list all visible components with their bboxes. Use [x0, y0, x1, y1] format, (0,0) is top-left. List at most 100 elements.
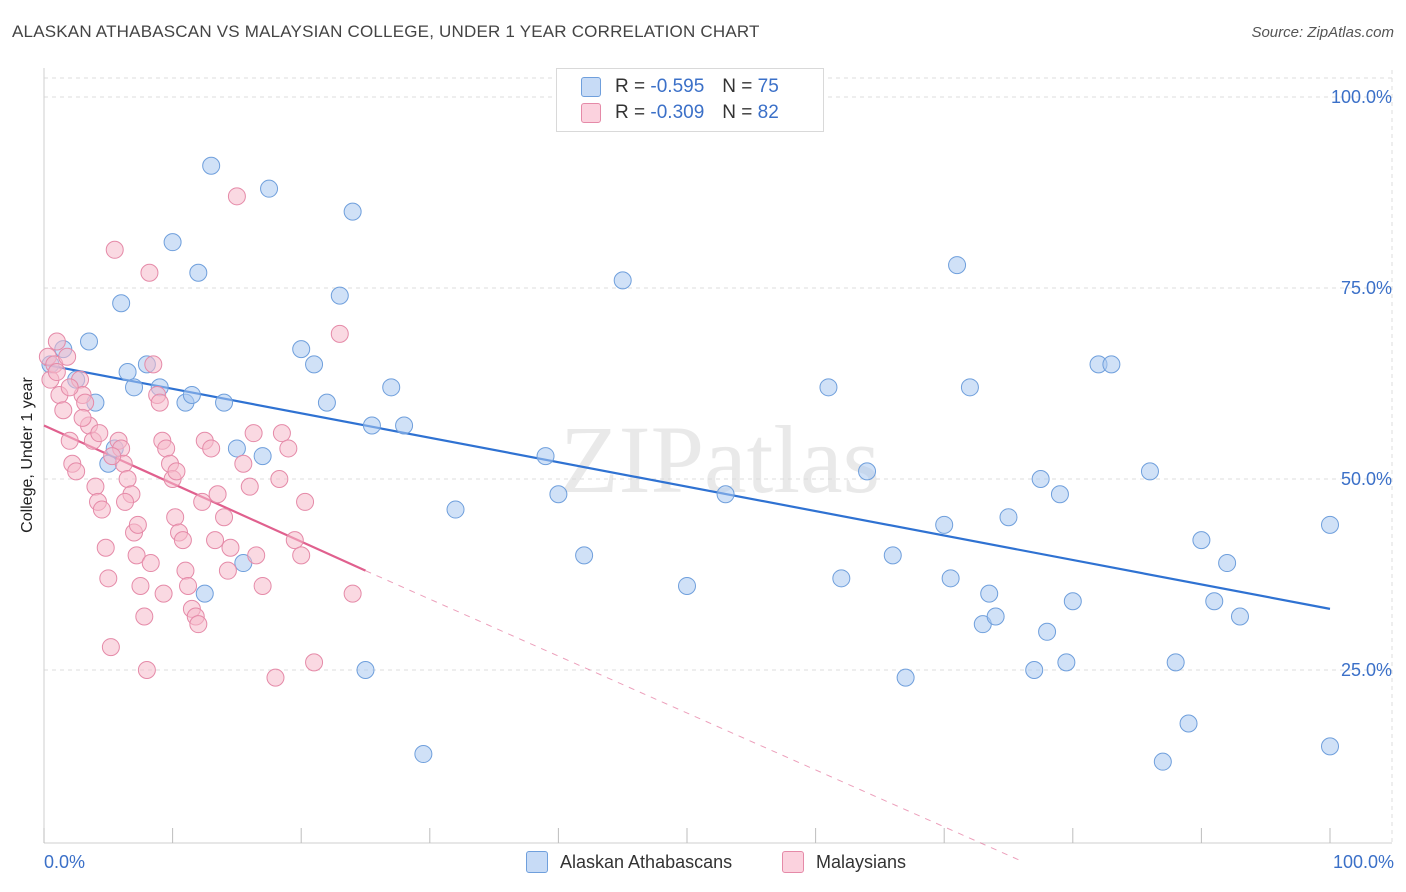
point-alaskan: [1166, 653, 1185, 672]
point-alaskan: [613, 271, 632, 290]
point-malaysian: [244, 424, 263, 443]
point-alaskan: [883, 546, 902, 565]
point-malaysian: [58, 347, 77, 366]
point-malaysian: [92, 500, 111, 519]
point-alaskan: [1321, 515, 1339, 534]
point-alaskan: [858, 462, 877, 481]
point-malaysian: [279, 439, 298, 458]
point-alaskan: [182, 385, 201, 404]
point-alaskan: [202, 156, 221, 175]
point-malaysian: [154, 584, 173, 603]
point-alaskan: [195, 584, 214, 603]
point-malaysian: [221, 538, 240, 557]
point-alaskan: [1218, 554, 1237, 573]
legend-label-malaysian: Malaysians: [816, 851, 907, 872]
point-malaysian: [76, 393, 95, 412]
point-alaskan: [343, 202, 362, 221]
point-malaysian: [166, 508, 185, 527]
point-alaskan: [1205, 592, 1224, 611]
legend-n-label: N =: [722, 76, 753, 97]
point-malaysian: [173, 531, 192, 550]
point-malaysian: [208, 485, 227, 504]
data-points: [38, 156, 1339, 771]
legend-swatch-pink: [782, 851, 804, 873]
point-malaysian: [144, 355, 163, 374]
point-alaskan: [941, 569, 960, 588]
point-malaysian: [67, 462, 86, 481]
point-alaskan: [189, 263, 208, 282]
point-alaskan: [362, 416, 381, 435]
point-alaskan: [253, 447, 272, 466]
point-alaskan: [1050, 485, 1069, 504]
point-malaysian: [127, 546, 146, 565]
point-alaskan: [163, 233, 182, 252]
point-alaskan: [446, 500, 465, 519]
point-malaysian: [86, 477, 105, 496]
point-malaysian: [247, 546, 266, 565]
point-malaysian: [47, 363, 66, 382]
legend-r-value: -0.309: [650, 102, 705, 123]
point-malaysian: [285, 531, 304, 550]
point-alaskan: [716, 485, 735, 504]
point-malaysian: [131, 576, 150, 595]
legend-r-label: R =: [615, 76, 646, 97]
legend-row-malaysian: R = -0.309 N = 82: [581, 101, 779, 125]
legend-swatch-blue: [581, 77, 601, 97]
legend-n-label: N =: [722, 102, 753, 123]
point-malaysian: [272, 424, 291, 443]
point-malaysian: [140, 263, 159, 282]
point-alaskan: [125, 378, 144, 397]
point-malaysian: [167, 462, 186, 481]
point-alaskan: [118, 363, 137, 382]
point-malaysian: [103, 447, 122, 466]
point-malaysian: [99, 569, 118, 588]
point-malaysian: [128, 515, 147, 534]
point-malaysian: [60, 431, 79, 450]
point-alaskan: [986, 607, 1005, 626]
point-malaysian: [135, 607, 154, 626]
point-malaysian: [206, 531, 225, 550]
legend-swatch-pink: [581, 103, 601, 123]
y-tick-label: 100.0%: [1331, 87, 1392, 107]
point-alaskan: [1321, 737, 1339, 756]
point-alaskan: [292, 340, 311, 359]
point-malaysian: [176, 561, 195, 580]
point-alaskan: [1025, 661, 1044, 679]
bottom-legend-malaysian: Malaysians: [782, 851, 906, 873]
point-malaysian: [296, 492, 315, 511]
point-malaysian: [141, 554, 160, 573]
point-malaysian: [47, 332, 66, 351]
point-alaskan: [1140, 462, 1159, 481]
point-alaskan: [896, 668, 915, 687]
point-malaysian: [305, 653, 324, 672]
source-label: Source: ZipAtlas.com: [1251, 24, 1394, 41]
point-malaysian: [292, 546, 311, 565]
trend-line-malaysian-extension: [365, 570, 1022, 862]
point-malaysian: [179, 576, 198, 595]
point-alaskan: [1038, 622, 1057, 641]
point-malaysian: [116, 492, 135, 511]
legend-n-value: 75: [757, 76, 779, 97]
point-malaysian: [266, 668, 285, 687]
point-malaysian: [253, 576, 272, 595]
stats-legend: R = -0.595 N = 75 R = -0.309 N = 82: [556, 68, 824, 132]
point-alaskan: [1230, 607, 1249, 626]
point-alaskan: [980, 584, 999, 603]
point-alaskan: [549, 485, 568, 504]
point-alaskan: [1063, 592, 1082, 611]
point-malaysian: [202, 439, 221, 458]
point-alaskan: [382, 378, 401, 397]
chart-title: ALASKAN ATHABASCAN VS MALAYSIAN COLLEGE,…: [12, 22, 760, 41]
legend-n-value: 82: [757, 102, 779, 123]
point-malaysian: [189, 615, 208, 634]
point-alaskan: [960, 378, 979, 397]
point-alaskan: [1153, 752, 1172, 771]
point-alaskan: [999, 508, 1018, 527]
point-alaskan: [80, 332, 99, 351]
point-alaskan: [330, 286, 349, 305]
x-tick-label-max: 100.0%: [1332, 852, 1394, 872]
point-malaysian: [218, 561, 237, 580]
legend-r-label: R =: [615, 102, 646, 123]
y-tick-label: 75.0%: [1341, 278, 1392, 298]
legend-r-value: -0.595: [650, 76, 705, 97]
